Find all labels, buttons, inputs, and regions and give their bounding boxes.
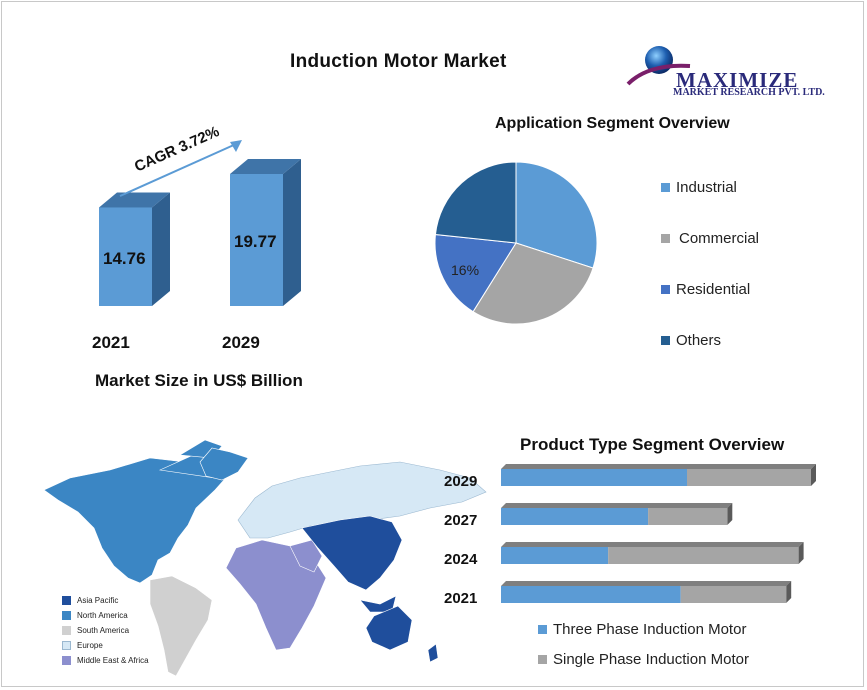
tick-label-2021: 2021 — [92, 333, 130, 352]
legend-item-others: Others — [661, 332, 721, 349]
legend-label: Three Phase Induction Motor — [553, 621, 747, 638]
bar-end-2029 — [811, 464, 816, 486]
legend-swatch — [661, 285, 670, 294]
product-chart-title: Product Type Segment Overview — [520, 435, 785, 454]
map-legend: Asia Pacific North America South America… — [62, 593, 149, 668]
map-legend-item: Middle East & Africa — [62, 653, 149, 668]
cagr-arrow-line — [119, 143, 237, 197]
map-legend-item: North America — [62, 608, 149, 623]
legend-label: Commercial — [679, 230, 760, 247]
bar-single-phase-2021 — [680, 586, 787, 603]
pie-slice-commercial — [472, 242, 594, 325]
logo-tagline: MARKET RESEARCH PVT. LTD. — [673, 87, 825, 98]
product-tick-label-2027: 2027 — [444, 512, 478, 529]
cagr-arrow-head — [230, 140, 242, 152]
bar-end-2027 — [727, 503, 733, 525]
legend-swatch — [538, 625, 547, 634]
legend-item-industrial: Industrial — [661, 179, 737, 196]
legend-label: Others — [676, 332, 722, 349]
bar-data-label-2021: 14.76 — [103, 249, 146, 268]
product-tick-label-2024: 2024 — [444, 551, 478, 568]
legend-item-commercial: Commercial — [661, 230, 759, 247]
legend-label: Single Phase Induction Motor — [553, 651, 749, 668]
legend-swatch — [538, 655, 547, 664]
bar-side-2021 — [152, 192, 170, 306]
bar-top-2029 — [501, 464, 816, 469]
bar-single-phase-2029 — [687, 469, 811, 486]
legend-swatch — [661, 234, 670, 243]
pie-slice-label-residential: 16% — [451, 262, 480, 278]
bar-top-2021 — [501, 581, 792, 586]
legend-label: Industrial — [676, 179, 737, 196]
logo-name: MAXIMIZE — [676, 68, 799, 92]
bar-side-2029 — [283, 159, 301, 306]
bar-2029 — [230, 174, 283, 306]
bar-end-2024 — [798, 542, 804, 564]
legend-item-three-phase: Three Phase Induction Motor — [538, 621, 746, 638]
bar-three-phase-2027 — [501, 508, 649, 525]
map-legend-item: South America — [62, 623, 149, 638]
bar-top-2021 — [99, 192, 170, 208]
product-tick-label-2029: 2029 — [444, 473, 478, 490]
page-title: Induction Motor Market — [290, 51, 507, 72]
market-size-label: Market Size in US$ Billion — [95, 371, 303, 390]
map-legend-item: Asia Pacific — [62, 593, 149, 608]
pie-slice-residential — [434, 233, 517, 313]
bar-top-2029 — [230, 159, 301, 174]
bar-single-phase-2027 — [648, 508, 728, 525]
bar-end-2021 — [786, 581, 792, 603]
map-legend-item: Europe — [62, 638, 149, 653]
bar-three-phase-2029 — [501, 469, 687, 486]
pie-slice-industrial — [515, 161, 598, 269]
bar-2021 — [99, 207, 152, 306]
bar-top-2024 — [501, 542, 804, 547]
bar-top-2027 — [501, 503, 733, 508]
legend-swatch — [661, 183, 670, 192]
pie-slice-others — [434, 161, 517, 244]
product-tick-label-2021: 2021 — [444, 590, 478, 607]
bar-data-label-2029: 19.77 — [234, 232, 277, 251]
bar-three-phase-2024 — [501, 547, 609, 564]
legend-item-single-phase: Single Phase Induction Motor — [538, 651, 749, 668]
bar-three-phase-2021 — [501, 586, 681, 603]
legend-swatch — [661, 336, 670, 345]
legend-label: Residential — [676, 281, 751, 298]
tick-label-2029: 2029 — [222, 333, 260, 352]
bar-single-phase-2024 — [608, 547, 799, 564]
pie-title: Application Segment Overview — [495, 115, 730, 132]
legend-item-residential: Residential — [661, 281, 750, 298]
